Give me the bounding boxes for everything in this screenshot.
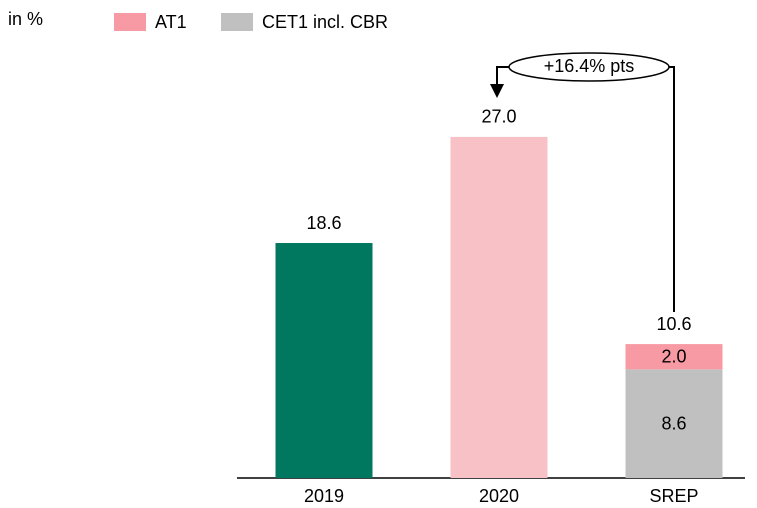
annotation-line (669, 66, 675, 312)
annotation-arrow-line (496, 66, 509, 86)
segment-label: 2.0 (661, 346, 686, 366)
value-label: 18.6 (306, 213, 341, 233)
segment-label: 8.6 (661, 413, 686, 433)
x-tick-label: 2020 (479, 486, 519, 506)
legend-swatch (114, 13, 146, 31)
value-label: 27.0 (481, 107, 516, 127)
bar (450, 136, 548, 478)
annotation: +16.4% pts (490, 52, 675, 312)
legend-label: CET1 incl. CBR (262, 12, 388, 32)
value-label: 10.6 (656, 314, 691, 334)
legend-label: AT1 (155, 12, 187, 32)
bar-segment (625, 344, 723, 370)
unit-label: in % (8, 9, 43, 29)
bar (275, 243, 373, 478)
annotation-text: +16.4% pts (544, 56, 635, 76)
x-tick-label: SREP (649, 486, 698, 506)
x-tick-label: 2019 (304, 486, 344, 506)
bar-segment (625, 369, 723, 478)
annotation-arrowhead (490, 84, 504, 98)
legend-swatch (221, 13, 253, 31)
